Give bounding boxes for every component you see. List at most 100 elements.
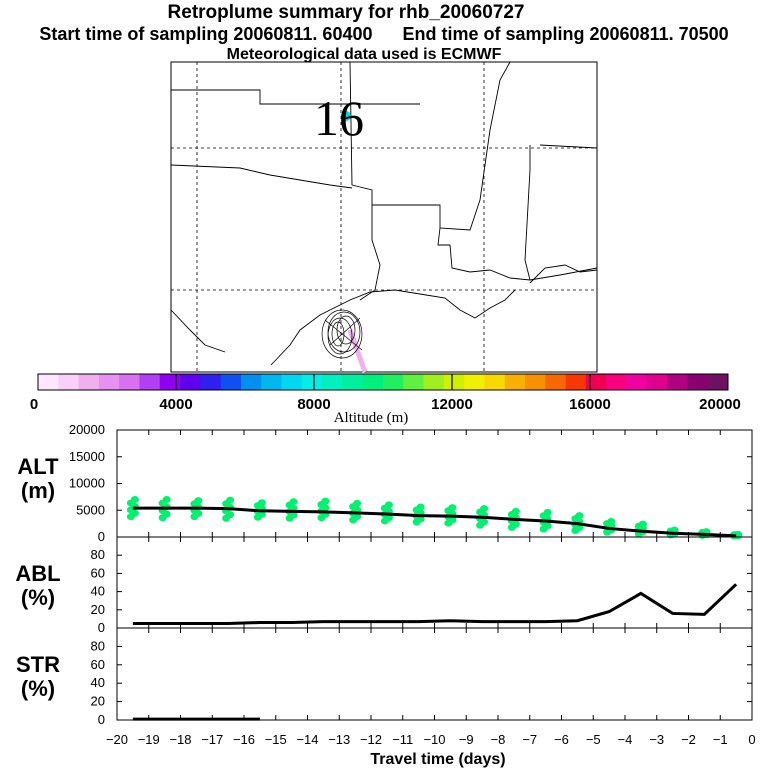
x-tick-label: −19 <box>138 732 160 747</box>
altitude-scatter-point <box>416 503 425 511</box>
x-tick-label: −11 <box>392 732 413 747</box>
altitude-scatter-point <box>162 496 171 504</box>
y-tick-label: 10000 <box>69 476 105 491</box>
colorbar-swatch <box>58 374 79 390</box>
x-tick-label: −18 <box>169 732 191 747</box>
colorbar-tick-label: 8000 <box>297 396 330 413</box>
altitude-scatter-point <box>353 499 362 507</box>
y-axis-label: ABL <box>15 561 60 586</box>
x-tick-label: −10 <box>423 732 445 747</box>
x-tick-label: −3 <box>649 732 664 747</box>
x-tick-label: −17 <box>201 732 223 747</box>
altitude-scatter-point <box>226 496 235 504</box>
colorbar-tick-label: 0 <box>30 396 38 413</box>
altitude-scatter-point <box>289 498 298 506</box>
colorbar-tick-label: 12000 <box>431 396 473 413</box>
colorbar-swatch <box>525 374 546 390</box>
y-tick-label: 20000 <box>69 422 105 437</box>
x-tick-label: −12 <box>360 732 382 747</box>
x-tick-label: −8 <box>491 732 506 747</box>
colorbar-swatch <box>383 374 404 390</box>
y-tick-label: 60 <box>91 657 105 672</box>
colorbar-swatch <box>464 374 485 390</box>
y-tick-label: 80 <box>91 547 105 562</box>
colorbar-swatch <box>707 374 729 390</box>
retroplume-map: 16 0 4000 8000 12000 16000 20000 Altitude (m) <box>30 61 741 426</box>
y-axis-label: (m) <box>21 478 55 503</box>
y-tick-label: 0 <box>98 620 105 635</box>
colorbar-swatch <box>220 374 242 390</box>
y-axis-label: (%) <box>21 676 55 701</box>
end-time-label: End time of sampling 20060811. 70500 <box>402 24 729 44</box>
colorbar-swatch <box>322 374 343 390</box>
x-axis-ticks: −20 −19 −18 −17 −16 −15 −14 −13 −12 −11 −10 −9 −8 −7−… <box>106 732 756 747</box>
altitude-scatter-point <box>194 497 203 505</box>
colorbar-swatch <box>159 374 181 390</box>
map-frame <box>170 61 598 373</box>
altitude-scatter-point <box>638 520 647 528</box>
x-tick-label: 0 <box>748 732 755 747</box>
panel-str: 0 20 40 60 80 STR(%) <box>16 627 753 727</box>
y-tick-label: 15000 <box>69 449 105 464</box>
colorbar-swatch <box>403 374 424 390</box>
altitude-scatter-point <box>321 497 330 505</box>
colorbar-swatch <box>565 374 587 390</box>
x-tick-label: −5 <box>586 732 601 747</box>
y-tick-label: 20 <box>91 694 105 709</box>
altitude-colorbar <box>37 373 729 391</box>
y-tick-label: 20 <box>91 602 105 617</box>
y-axis-label: STR <box>16 652 60 677</box>
colorbar-swatch <box>180 374 201 390</box>
altitude-scatter-point <box>257 499 266 507</box>
colorbar-swatch <box>119 374 140 390</box>
colorbar-label: Altitude (m) <box>334 410 409 426</box>
colorbar-swatch <box>98 374 120 390</box>
altitude-scatter-point <box>384 501 393 509</box>
y-tick-label: 40 <box>91 584 105 599</box>
panel-frame <box>116 429 753 538</box>
colorbar-swatch <box>281 374 303 390</box>
colorbar-swatch <box>504 374 526 390</box>
colorbar-swatch <box>200 374 222 390</box>
x-tick-label: −9 <box>459 732 474 747</box>
altitude-scatter-point <box>480 505 489 513</box>
series-line-abl <box>132 583 738 625</box>
panel-frame <box>116 536 753 629</box>
y-tick-label: 0 <box>98 529 105 544</box>
plume-trail <box>347 329 368 373</box>
colorbar-swatch <box>240 374 262 390</box>
series-line-alt <box>132 506 737 538</box>
colorbar-swatch <box>362 374 384 390</box>
release-point-marker <box>341 111 351 121</box>
altitude-scatter-point <box>734 530 743 538</box>
x-tick-label: −1 <box>713 732 728 747</box>
colorbar-swatch <box>484 374 506 390</box>
colorbar-swatch <box>626 374 648 390</box>
colorbar-swatch <box>139 374 161 390</box>
x-tick-label: −7 <box>522 732 537 747</box>
panel-frame <box>116 627 753 721</box>
altitude-scatter-point <box>607 517 616 525</box>
plume-contours <box>321 309 363 359</box>
colorbar-swatch <box>301 374 323 390</box>
colorbar-tick-label: 4000 <box>159 396 192 413</box>
x-tick-label: −13 <box>328 732 350 747</box>
sampling-times: Start time of sampling 20060811. 60400 En… <box>0 24 768 45</box>
x-tick-label: −20 <box>106 732 128 747</box>
colorbar-swatch <box>646 374 668 390</box>
y-tick-label: 60 <box>91 565 105 580</box>
altitude-scatter-point <box>575 512 584 520</box>
y-tick-label: 40 <box>91 675 105 690</box>
panel-abl: 0 20 40 60 80 ABL(%) <box>15 536 753 635</box>
x-tick-label: −2 <box>681 732 696 747</box>
altitude-scatter-point <box>448 504 457 512</box>
x-tick-label: −15 <box>265 732 287 747</box>
colorbar-swatch <box>443 374 465 390</box>
colorbar-swatch <box>261 374 282 390</box>
colorbar-tick-labels: 0 4000 8000 12000 16000 20000 <box>30 396 741 413</box>
x-tick-label: −14 <box>296 732 318 747</box>
y-axis-label: ALT <box>17 454 59 479</box>
x-tick-label: −6 <box>554 732 569 747</box>
map-boundaries <box>170 61 598 366</box>
